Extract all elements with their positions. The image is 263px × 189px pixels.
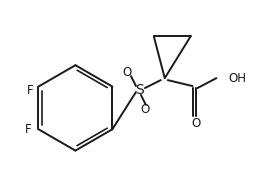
Text: O: O: [191, 117, 200, 130]
Text: F: F: [25, 123, 32, 136]
Text: S: S: [135, 83, 144, 97]
Text: O: O: [140, 103, 150, 116]
Text: O: O: [122, 66, 132, 79]
Text: OH: OH: [228, 72, 246, 85]
Text: F: F: [27, 84, 33, 97]
